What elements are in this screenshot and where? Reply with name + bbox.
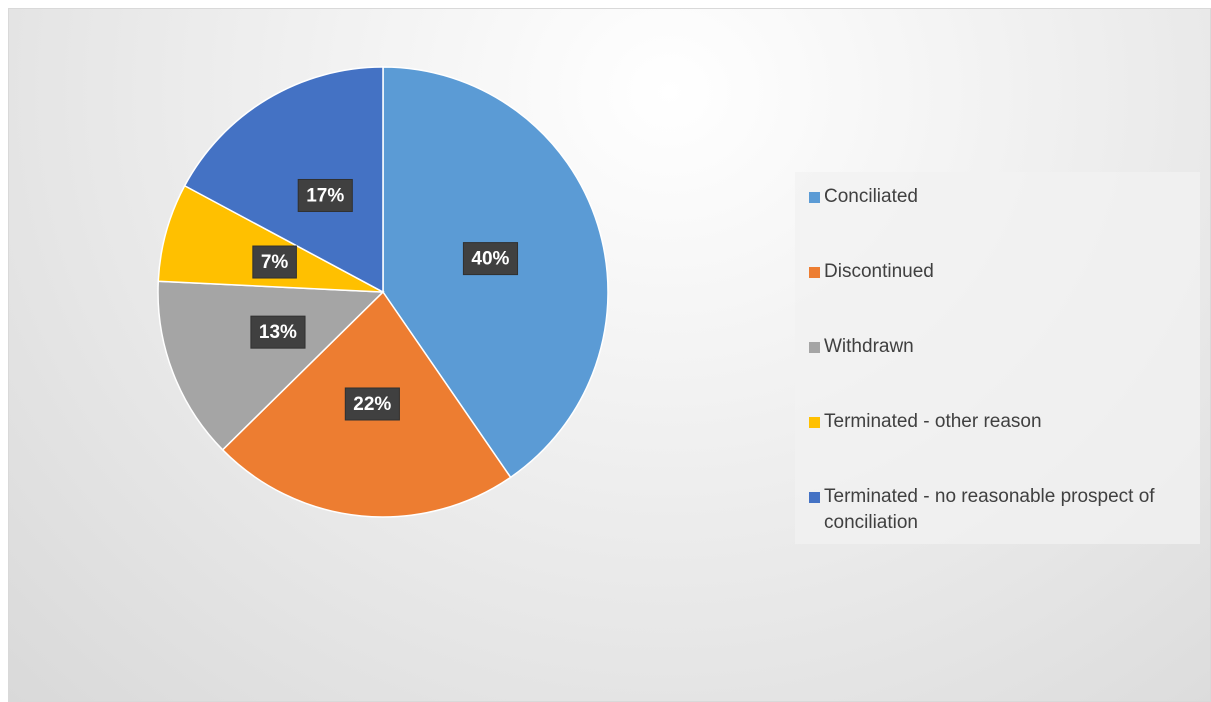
pie-slice: [183, 66, 384, 294]
legend-swatch: [809, 417, 820, 428]
data-label: 7%: [252, 245, 297, 279]
data-label-box: [297, 178, 353, 212]
legend-label: Terminated - other reason: [824, 411, 1042, 432]
legend-label: Withdrawn: [824, 336, 914, 357]
data-label: 17%: [297, 178, 353, 212]
data-label-text: 7%: [261, 252, 289, 273]
legend-swatch: [809, 192, 820, 203]
legend-swatch: [809, 267, 820, 278]
data-label-box: [462, 242, 519, 276]
data-label-text: 13%: [259, 322, 297, 343]
legend: Conciliated Discontinued Withdrawn Terminat…: [795, 172, 1200, 544]
data-label-text: 17%: [306, 185, 344, 206]
legend-label: Conciliated: [824, 186, 918, 207]
data-label-text: 22%: [353, 394, 391, 415]
legend-item: Terminated - no reasonable prospect of c…: [809, 484, 1190, 559]
data-label: 13%: [250, 315, 306, 349]
legend-swatch: [809, 492, 820, 503]
data-label-text: 40%: [471, 249, 509, 270]
data-label-box: [250, 315, 306, 349]
legend-label: Discontinued: [824, 261, 934, 282]
data-label-box: [344, 387, 400, 421]
legend-label: Terminated - no reasonable prospect of c…: [824, 486, 1155, 533]
legend-swatch: [809, 342, 820, 353]
data-label-box: [252, 245, 297, 279]
data-label: 40%: [462, 242, 519, 276]
legend-item: Withdrawn: [809, 334, 1190, 409]
legend-item: Discontinued: [809, 259, 1190, 334]
data-label: 22%: [344, 387, 400, 421]
pie-slice: [157, 280, 385, 451]
legend-item: Conciliated: [809, 184, 1190, 259]
legend-item: Terminated - other reason: [809, 409, 1190, 484]
